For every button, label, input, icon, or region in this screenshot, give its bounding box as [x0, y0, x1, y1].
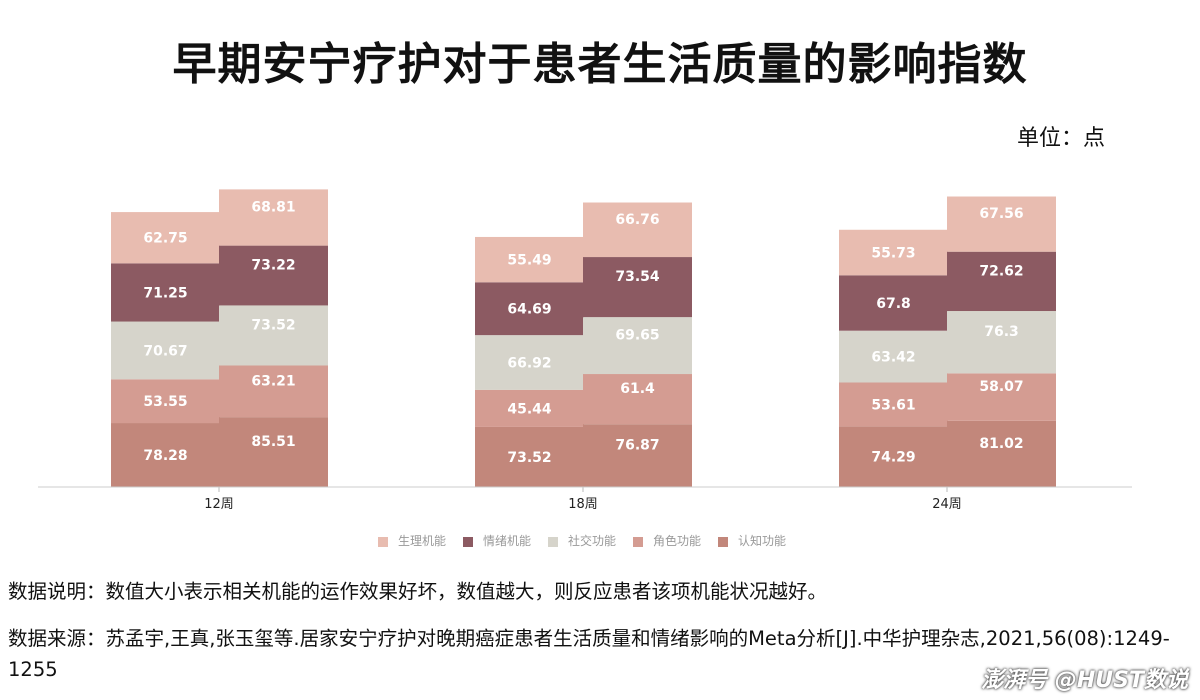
- x-tick-label: 24周: [932, 497, 962, 512]
- legend-label: 角色功能: [653, 534, 701, 548]
- data-label: 53.61: [871, 397, 915, 413]
- bar-segment: [583, 424, 692, 487]
- data-label: 66.92: [507, 355, 551, 371]
- bar-segment: [839, 426, 948, 487]
- bar-segment: [947, 373, 1056, 421]
- bar-segment: [947, 251, 1056, 312]
- data-label: 61.4: [620, 381, 655, 397]
- legend-label: 生理机能: [398, 534, 446, 548]
- bar-segment: [219, 305, 328, 366]
- data-label: 73.52: [507, 450, 551, 466]
- legend-label: 认知功能: [738, 534, 786, 548]
- bar-segment: [475, 389, 584, 427]
- bar-segment: [583, 202, 692, 258]
- data-label: 73.22: [251, 258, 295, 274]
- data-label: 62.75: [143, 231, 187, 247]
- data-label: 68.81: [251, 200, 295, 216]
- bar-segment: [219, 365, 328, 418]
- bar-segment: [839, 275, 948, 331]
- data-label: 63.42: [871, 350, 915, 366]
- data-label: 45.44: [507, 401, 552, 417]
- legend-swatch: [378, 537, 388, 547]
- data-label: 67.8: [876, 296, 911, 312]
- bar-segment: [111, 321, 220, 380]
- bar-segment: [947, 196, 1056, 252]
- watermark: 澎湃号 @HUST数说: [981, 668, 1188, 693]
- bar-segment: [219, 189, 328, 246]
- bar-segment: [583, 257, 692, 318]
- data-label: 55.73: [871, 246, 915, 262]
- bar-segment: [475, 335, 584, 390]
- bar-segment: [839, 229, 948, 276]
- data-label: 81.02: [979, 436, 1023, 452]
- data-label: 76.87: [615, 438, 659, 454]
- bar-segment: [583, 317, 692, 375]
- x-tick-label: 12周: [204, 497, 234, 512]
- data-label: 63.21: [251, 373, 295, 389]
- bar-segment: [111, 379, 220, 424]
- data-label: 66.76: [615, 212, 659, 228]
- bar-segment: [475, 236, 584, 283]
- bar-segment: [219, 245, 328, 306]
- data-label: 55.49: [507, 253, 551, 269]
- data-label: 53.55: [143, 394, 187, 410]
- legend-swatch: [633, 537, 643, 547]
- bar-segment: [475, 426, 584, 487]
- data-label: 69.65: [615, 328, 659, 344]
- legend-swatch: [718, 537, 728, 547]
- bar-segment: [839, 330, 948, 383]
- x-tick-label: 18周: [568, 497, 598, 512]
- data-label: 73.52: [251, 317, 295, 333]
- data-label: 85.51: [251, 434, 295, 450]
- unit-label: 单位：点: [1016, 126, 1105, 151]
- bar-segment: [111, 423, 220, 487]
- bar-segment: [947, 420, 1056, 487]
- bar-segment: [839, 382, 948, 427]
- data-source: 数据来源：苏孟宇,王真,张玉玺等.居家安宁疗护对晚期癌症患者生活质量和情绪影响的…: [8, 627, 1170, 681]
- bar-segment: [475, 282, 584, 336]
- legend-swatch: [463, 537, 473, 547]
- bar-segment: [111, 263, 220, 322]
- data-label: 72.62: [979, 263, 1023, 279]
- data-label: 64.69: [507, 302, 551, 318]
- legend-label: 社交功能: [568, 533, 616, 548]
- chart-title: 早期安宁疗护对于患者生活质量的影响指数: [172, 39, 1028, 90]
- data-label: 71.25: [143, 285, 187, 301]
- data-label: 70.67: [143, 343, 187, 359]
- bar-segment: [947, 311, 1056, 374]
- legend-label: 情绪机能: [483, 534, 531, 548]
- bar-segment: [219, 417, 328, 487]
- bar-segment: [111, 212, 220, 264]
- data-label: 74.29: [871, 450, 915, 466]
- data-label: 67.56: [979, 206, 1023, 222]
- bar-segment: [583, 374, 692, 425]
- data-label: 76.3: [984, 324, 1019, 340]
- data-label: 78.28: [143, 448, 187, 464]
- stacked-bar-chart: 78.28 53.55 70.67 71.25 62.75 85.51 63.21 73.52…: [38, 189, 1132, 548]
- legend-swatch: [548, 537, 558, 547]
- data-description: 数据说明：数值大小表示相关机能的运作效果好坏，数值越大，则反应患者该项机能状况越…: [8, 580, 828, 603]
- data-label: 73.54: [615, 269, 660, 285]
- data-label: 58.07: [979, 379, 1023, 395]
